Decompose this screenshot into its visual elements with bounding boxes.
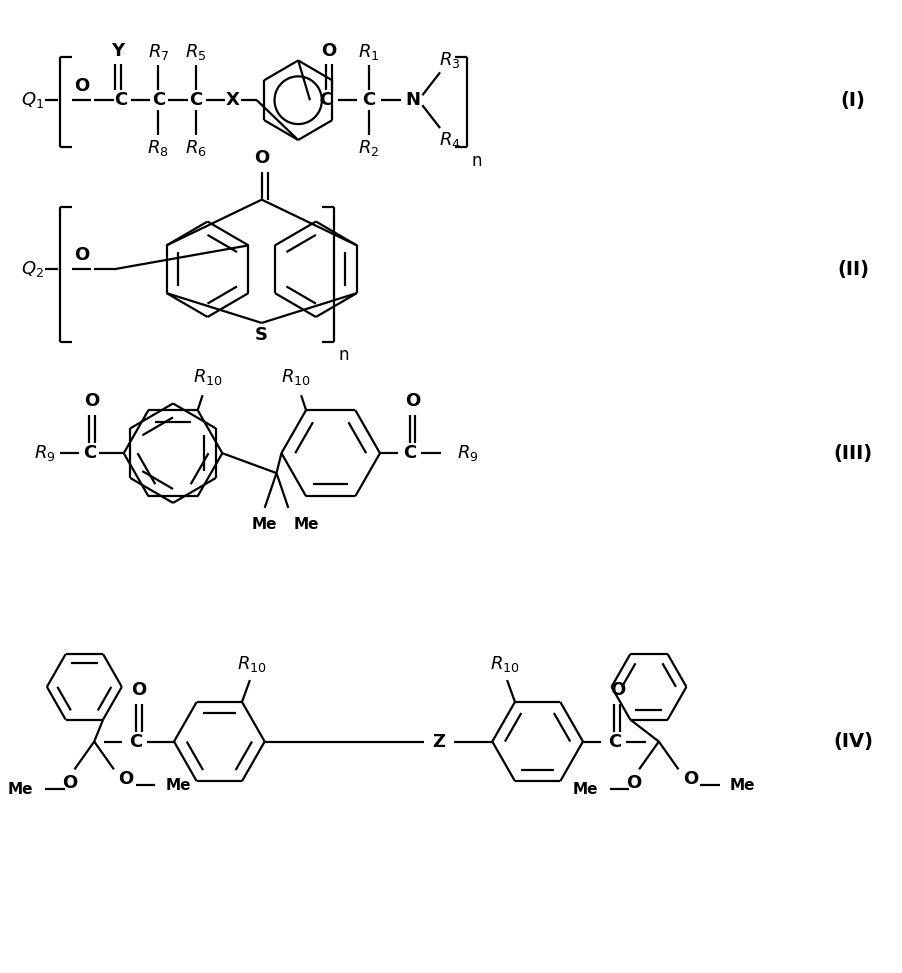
Text: N: N <box>404 91 419 109</box>
Text: (III): (III) <box>833 444 871 463</box>
Text: Me: Me <box>729 777 754 793</box>
Text: O: O <box>131 681 146 699</box>
Text: $Q_1$: $Q_1$ <box>21 90 43 110</box>
Text: C: C <box>607 733 621 750</box>
Text: $R_8$: $R_8$ <box>147 138 169 158</box>
Text: $R_9$: $R_9$ <box>34 443 56 463</box>
Text: (IV): (IV) <box>832 732 872 751</box>
Text: $R_7$: $R_7$ <box>147 43 169 62</box>
Text: $R_3$: $R_3$ <box>438 51 460 70</box>
Text: $R_6$: $R_6$ <box>185 138 207 158</box>
Text: n: n <box>471 152 482 170</box>
Text: O: O <box>682 771 697 788</box>
Text: $R_2$: $R_2$ <box>358 138 380 158</box>
Text: C: C <box>402 445 416 462</box>
Text: O: O <box>609 681 624 699</box>
Text: Z: Z <box>432 733 445 750</box>
Text: $R_4$: $R_4$ <box>438 130 460 150</box>
Text: X: X <box>225 91 239 109</box>
Text: Me: Me <box>7 781 33 797</box>
Text: C: C <box>318 91 332 109</box>
Text: $R_9$: $R_9$ <box>456 443 478 463</box>
Text: $R_{10}$: $R_{10}$ <box>490 654 520 674</box>
Text: $R_{10}$: $R_{10}$ <box>236 654 266 674</box>
Text: O: O <box>321 42 336 59</box>
Text: O: O <box>62 775 77 792</box>
Text: (II): (II) <box>836 260 868 278</box>
Text: n: n <box>338 345 348 364</box>
Text: C: C <box>189 91 202 109</box>
Text: Me: Me <box>165 777 190 793</box>
Text: Y: Y <box>111 42 124 59</box>
Text: $Q_2$: $Q_2$ <box>21 259 43 279</box>
Text: (I): (I) <box>840 90 864 110</box>
Text: C: C <box>362 91 375 109</box>
Text: C: C <box>114 91 127 109</box>
Text: O: O <box>74 246 89 265</box>
Text: O: O <box>626 775 641 792</box>
Text: Me: Me <box>252 518 277 532</box>
Text: O: O <box>118 771 133 788</box>
Text: C: C <box>83 445 96 462</box>
Text: $R_{10}$: $R_{10}$ <box>281 368 310 387</box>
Text: O: O <box>85 392 100 411</box>
Text: Me: Me <box>572 781 597 797</box>
Text: O: O <box>74 77 89 95</box>
Text: C: C <box>129 733 142 750</box>
Text: O: O <box>404 392 419 411</box>
Text: $R_5$: $R_5$ <box>185 43 207 62</box>
Text: $R_1$: $R_1$ <box>358 43 380 62</box>
Text: O: O <box>253 149 269 167</box>
Text: Me: Me <box>293 518 318 532</box>
Text: C: C <box>152 91 165 109</box>
Text: S: S <box>255 326 268 343</box>
Text: $R_{10}$: $R_{10}$ <box>192 368 222 387</box>
